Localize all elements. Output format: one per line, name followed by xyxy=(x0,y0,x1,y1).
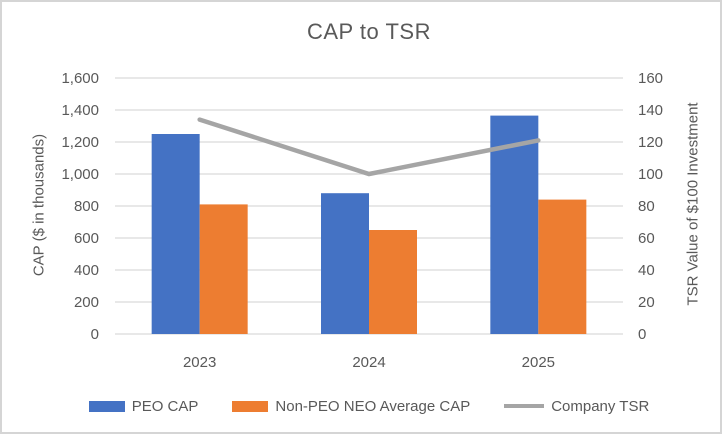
left-axis-tick-1200: 1,200 xyxy=(61,134,99,151)
line-company-tsr xyxy=(197,117,541,177)
x-axis-label-2024: 2024 xyxy=(352,354,385,371)
bar-non-peo-neo-average-cap-2023 xyxy=(199,204,248,334)
bar-peo-cap-2025 xyxy=(490,115,539,334)
legend: PEO CAP Non-PEO NEO Average CAP Company … xyxy=(88,395,649,417)
legend-label-company-tsr: Company TSR xyxy=(551,397,650,415)
legend-item-peo-cap: PEO CAP xyxy=(88,397,199,415)
left-axis-tick-400: 400 xyxy=(74,262,99,279)
legend-item-company-tsr: Company TSR xyxy=(504,398,649,415)
left-axis-tick-1000: 1,000 xyxy=(61,166,99,183)
legend-label-non-peo-cap: Non-PEO NEO Average CAP xyxy=(275,397,471,415)
right-axis-tick-80: 80 xyxy=(638,198,655,215)
peo-cap-swatch xyxy=(88,400,125,412)
left-axis-tick-1600: 1,600 xyxy=(61,70,99,87)
right-axis-tick-20: 20 xyxy=(638,294,655,311)
legend-item-non-peo-cap: Non-PEO NEO Average CAP xyxy=(232,398,470,415)
right-axis-tick-120: 120 xyxy=(638,134,663,151)
legend-label-peo-cap: PEO CAP xyxy=(131,397,199,415)
right-axis-tick-160: 160 xyxy=(638,70,663,87)
bar-non-peo-neo-average-cap-2024 xyxy=(369,230,417,334)
bar-non-peo-neo-average-cap-2025 xyxy=(538,199,587,334)
right-axis-tick-0: 0 xyxy=(638,326,646,343)
x-axis-label-2023: 2023 xyxy=(183,354,216,371)
left-axis-tick-1400: 1,400 xyxy=(61,102,99,119)
left-axis-tick-600: 600 xyxy=(74,230,99,247)
chart-title: CAP to TSR xyxy=(306,19,431,44)
bar-peo-cap-2023 xyxy=(151,134,200,334)
right-axis-tick-60: 60 xyxy=(638,230,655,247)
bar-peo-cap-2024 xyxy=(321,193,369,334)
non-peo-cap-swatch xyxy=(232,400,269,412)
x-axis-label-2025: 2025 xyxy=(522,354,555,371)
left-axis-tick-0: 0 xyxy=(91,326,99,343)
right-axis-tick-100: 100 xyxy=(638,166,663,183)
left-axis-tick-200: 200 xyxy=(74,294,99,311)
left-axis-tick-800: 800 xyxy=(74,198,99,215)
company-tsr-line-swatch xyxy=(504,403,545,409)
right-axis-tick-140: 140 xyxy=(638,102,663,119)
right-axis-tick-40: 40 xyxy=(638,262,655,279)
